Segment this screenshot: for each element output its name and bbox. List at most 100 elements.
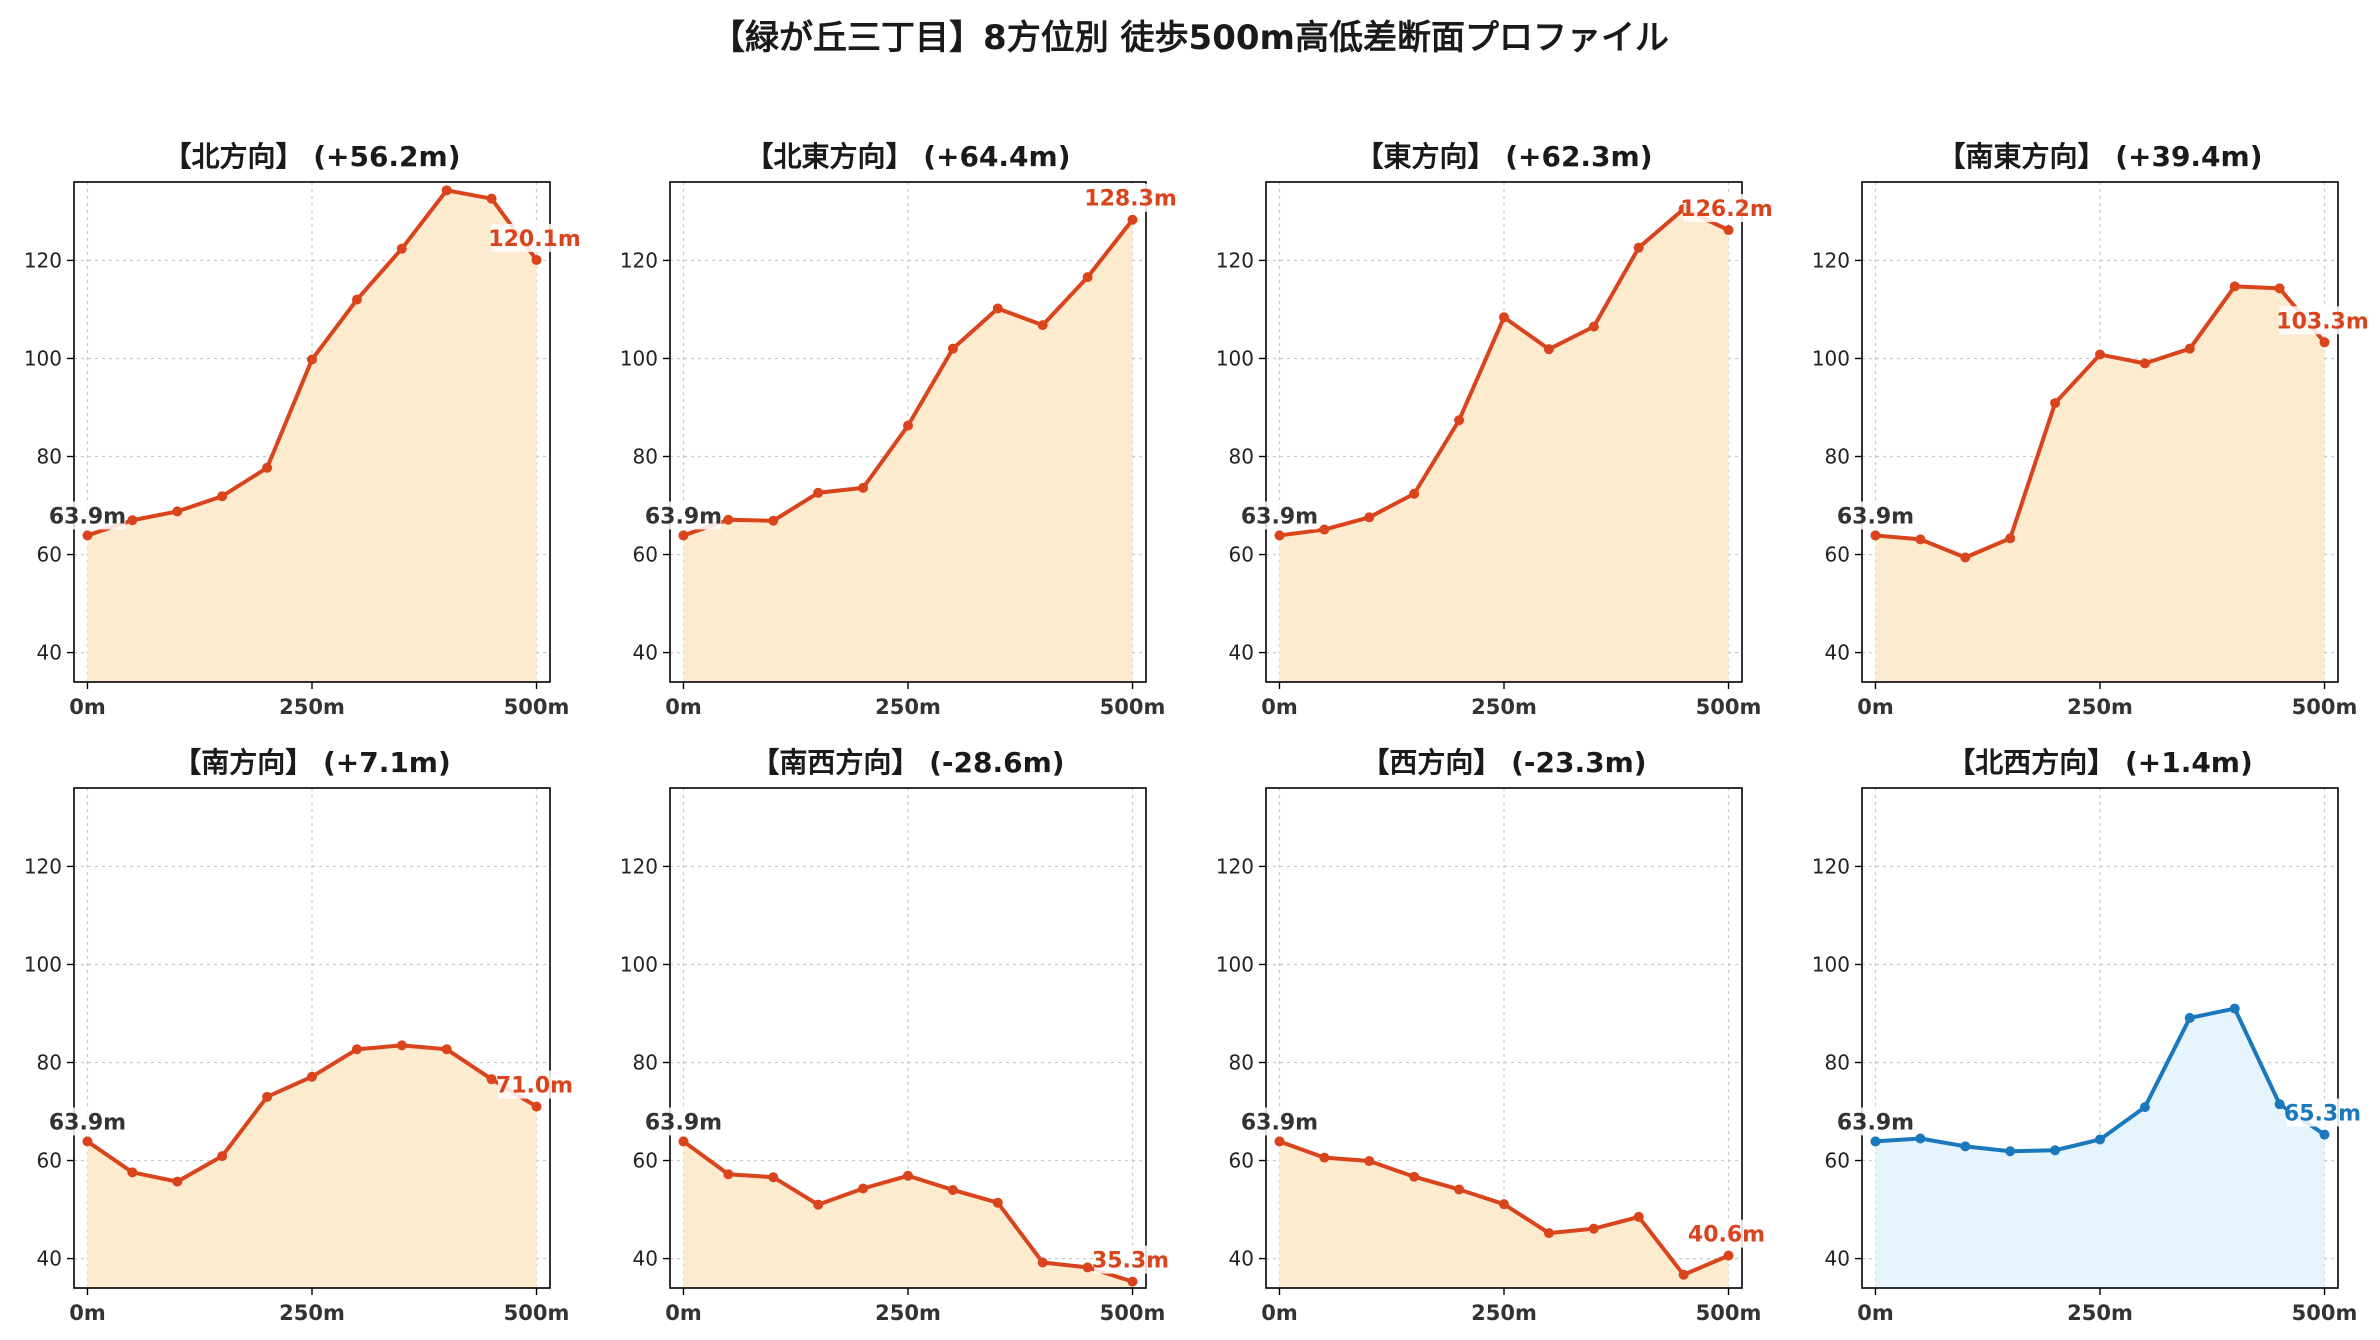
subplot-title: 【北東方向】 (+64.4m) <box>745 140 1070 173</box>
data-point <box>2139 358 2150 369</box>
start-elevation-label: 63.9m <box>1241 1110 1318 1135</box>
subplot-title: 【南東方向】 (+39.4m) <box>1937 140 2262 173</box>
data-point <box>262 462 273 473</box>
data-point <box>217 491 228 502</box>
data-point <box>2274 283 2285 294</box>
x-tick-label: 250m <box>2067 695 2133 719</box>
data-point <box>1633 1211 1644 1222</box>
data-point <box>307 1071 317 1082</box>
data-point <box>531 1101 542 1112</box>
data-point <box>396 243 407 254</box>
data-point <box>992 1197 1003 1208</box>
subplot-title: 【南西方向】 (-28.6m) <box>751 746 1064 779</box>
subplot-2: 【北東方向】 (+64.4m) 40 60 80 100 120 0m 250m 500m 63.… <box>620 140 1177 719</box>
end-label-bg <box>498 1070 572 1099</box>
data-point <box>813 487 824 498</box>
x-tick-label: 500m <box>1696 1301 1762 1325</box>
end-label-bg <box>1087 183 1174 212</box>
data-point <box>678 530 689 541</box>
data-point <box>2095 349 2105 360</box>
area-fill <box>1875 1008 2325 1288</box>
y-tick-label: 40 <box>1229 641 1254 665</box>
data-point <box>2229 1003 2240 1014</box>
y-tick-label: 40 <box>1825 1247 1850 1271</box>
y-tick-label: 60 <box>1825 543 1850 567</box>
subplot-title: 【北方向】 (+56.2m) <box>163 140 460 173</box>
y-tick-label: 120 <box>1812 854 1850 878</box>
subplot-title: 【南方向】 (+7.1m) <box>173 746 451 779</box>
data-point <box>127 1167 138 1178</box>
data-point <box>1543 1228 1554 1239</box>
data-point <box>1960 552 1971 563</box>
y-tick-label: 60 <box>1229 543 1254 567</box>
data-point <box>1723 225 1734 236</box>
y-tick-label: 100 <box>1812 952 1850 976</box>
x-tick-label: 250m <box>2067 1301 2133 1325</box>
data-point <box>486 193 497 204</box>
data-point <box>2005 533 2016 544</box>
subplot-4: 【南東方向】 (+39.4m) 40 60 80 100 120 0m 250m 500m 63.… <box>1812 140 2369 719</box>
area-fill <box>1875 286 2325 682</box>
data-point <box>2095 1134 2105 1145</box>
y-tick-label: 100 <box>24 952 62 976</box>
y-tick-label: 40 <box>633 641 658 665</box>
area-fill <box>683 1141 1133 1288</box>
data-point <box>1082 272 1093 283</box>
x-tick-label: 250m <box>279 1301 345 1325</box>
data-point <box>1364 1156 1375 1167</box>
data-point <box>678 1136 689 1147</box>
data-point <box>2184 343 2195 354</box>
y-tick-label: 100 <box>620 346 658 370</box>
data-point <box>1633 242 1644 253</box>
y-tick-label: 120 <box>24 854 62 878</box>
end-elevation-label: 35.3m <box>1092 1249 1169 1274</box>
data-point <box>1274 530 1285 541</box>
area-fill <box>87 1045 537 1288</box>
data-point <box>1127 214 1138 225</box>
data-point <box>2050 398 2061 409</box>
y-tick-label: 40 <box>1229 1247 1254 1271</box>
y-tick-label: 60 <box>633 1149 658 1173</box>
x-tick-label: 250m <box>279 695 345 719</box>
data-point <box>1037 1257 1048 1268</box>
end-elevation-label: 40.6m <box>1688 1223 1765 1248</box>
data-point <box>1037 320 1048 331</box>
data-point <box>1915 1133 1926 1144</box>
data-point <box>1499 312 1509 323</box>
end-label-bg <box>2286 1098 2360 1127</box>
data-point <box>2319 337 2330 348</box>
x-tick-label: 0m <box>1857 695 1894 719</box>
data-point <box>1543 344 1554 355</box>
y-tick-label: 100 <box>620 952 658 976</box>
y-tick-label: 80 <box>633 1051 658 1075</box>
start-elevation-label: 63.9m <box>49 1110 126 1135</box>
x-tick-label: 0m <box>1261 695 1298 719</box>
y-tick-label: 120 <box>620 248 658 272</box>
start-label-bg <box>1241 501 1318 530</box>
data-point <box>1454 415 1465 426</box>
x-tick-label: 0m <box>665 1301 702 1325</box>
data-point <box>903 1170 913 1181</box>
data-point <box>172 506 183 517</box>
y-tick-label: 40 <box>37 1247 62 1271</box>
y-tick-label: 40 <box>633 1247 658 1271</box>
start-label-bg <box>49 1107 126 1136</box>
y-tick-label: 100 <box>1812 346 1850 370</box>
y-tick-label: 60 <box>37 1149 62 1173</box>
data-point <box>858 1183 869 1194</box>
x-tick-label: 0m <box>1857 1301 1894 1325</box>
data-point <box>1870 530 1881 541</box>
data-point <box>723 514 734 525</box>
start-elevation-label: 63.9m <box>645 504 722 529</box>
x-tick-label: 250m <box>875 1301 941 1325</box>
subplot-title: 【北西方向】 (+1.4m) <box>1947 746 2253 779</box>
end-elevation-label: 65.3m <box>2284 1102 2361 1127</box>
data-point <box>1960 1141 1971 1152</box>
x-tick-label: 500m <box>504 695 570 719</box>
data-point <box>1723 1250 1734 1261</box>
subplot-3: 【東方向】 (+62.3m) 40 60 80 100 120 0m 250m 500m 63.9… <box>1216 140 1773 719</box>
data-point <box>1127 1276 1138 1287</box>
area-fill <box>1279 208 1729 682</box>
area-fill <box>87 190 537 683</box>
data-point <box>2050 1145 2061 1156</box>
